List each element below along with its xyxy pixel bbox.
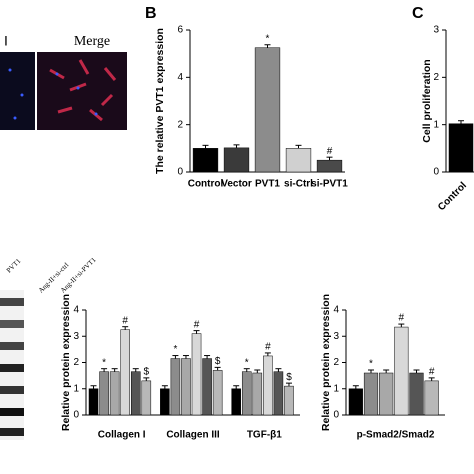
panel-label: B [145, 5, 157, 22]
y-tick-label: 3 [433, 25, 439, 36]
annotation: * [369, 359, 373, 370]
y-tick-label: 2 [433, 72, 439, 83]
y-tick-label: 3 [333, 331, 339, 342]
x-tick-label: si-Ctrl [284, 179, 313, 190]
annotation: # [429, 367, 435, 378]
micro-image [0, 52, 35, 130]
y-tick-label: 0 [73, 410, 79, 421]
bar [252, 372, 263, 416]
x-tick-label: Vector [221, 179, 252, 190]
y-tick-label: 4 [177, 72, 183, 83]
bar [273, 371, 284, 416]
x-tick-label: Control [188, 179, 224, 190]
bar [379, 372, 394, 416]
bar [212, 370, 223, 416]
bar [231, 388, 241, 416]
bar [88, 388, 99, 416]
bar [348, 388, 363, 416]
bar [181, 358, 191, 416]
y-axis-label: Cell proliferation [421, 59, 433, 142]
y-tick-label: 3 [73, 331, 79, 342]
bar [285, 148, 312, 173]
annotation: $ [286, 372, 292, 383]
bar [424, 380, 439, 416]
bar [130, 371, 141, 416]
y-tick-label: 0 [333, 410, 339, 421]
y-tick-label: 4 [333, 305, 339, 316]
y-axis-label: Relative protein expression [60, 294, 72, 431]
bar [191, 333, 202, 416]
annotation: * [266, 33, 270, 44]
bar [120, 329, 130, 416]
annotation: # [265, 342, 271, 353]
y-axis-label: The relative PVT1 expression [154, 28, 166, 174]
annotation: # [194, 319, 200, 330]
y-tick-label: 2 [333, 357, 339, 368]
blot-label: PVT1 [5, 257, 23, 275]
y-tick-label: 0 [177, 167, 183, 178]
y-tick-label: 4 [73, 305, 79, 316]
bar [141, 380, 152, 416]
western-blot [0, 290, 24, 440]
x-tick-label: PVT1 [255, 179, 280, 190]
y-axis-label: Relative protein expression [320, 294, 332, 431]
y-tick-label: 2 [177, 119, 183, 130]
x-tick-label: p-Smad2/Smad2 [357, 430, 435, 441]
x-tick-label: Control [436, 180, 469, 213]
annotation: $ [215, 356, 221, 367]
micro-cells [8, 59, 117, 122]
annotation: * [173, 344, 177, 355]
y-tick-label: 1 [333, 383, 339, 394]
annotation: $ [144, 367, 150, 378]
bar [241, 371, 252, 416]
bar [448, 123, 474, 173]
annotation: # [327, 146, 333, 157]
y-tick-label: 2 [73, 357, 79, 368]
bar [254, 47, 281, 173]
bar [263, 355, 273, 416]
bar [223, 147, 250, 173]
bar [409, 372, 424, 416]
bar [284, 385, 294, 416]
bar [394, 326, 409, 416]
bar [202, 358, 212, 416]
bar [160, 388, 170, 416]
bar [363, 372, 379, 416]
y-tick-label: 6 [177, 25, 183, 36]
bar [109, 371, 120, 416]
micro-label: I [4, 33, 8, 49]
x-tick-label: si-PVT1 [311, 179, 348, 190]
y-tick-label: 0 [433, 167, 439, 178]
bar [170, 358, 181, 416]
micro-label: Merge [74, 34, 110, 49]
bar [192, 148, 219, 173]
x-tick-label: Collagen I [98, 430, 146, 441]
x-tick-label: TGF-β1 [247, 430, 282, 441]
y-tick-label: 1 [433, 119, 439, 130]
bar [316, 159, 343, 173]
annotation: * [102, 357, 106, 368]
bar [99, 371, 109, 416]
y-tick-label: 1 [73, 383, 79, 394]
annotation: * [245, 357, 249, 368]
x-tick-label: Collagen III [166, 430, 220, 441]
panel-label: C [412, 5, 424, 22]
annotation: # [399, 313, 405, 324]
annotation: # [122, 315, 128, 326]
